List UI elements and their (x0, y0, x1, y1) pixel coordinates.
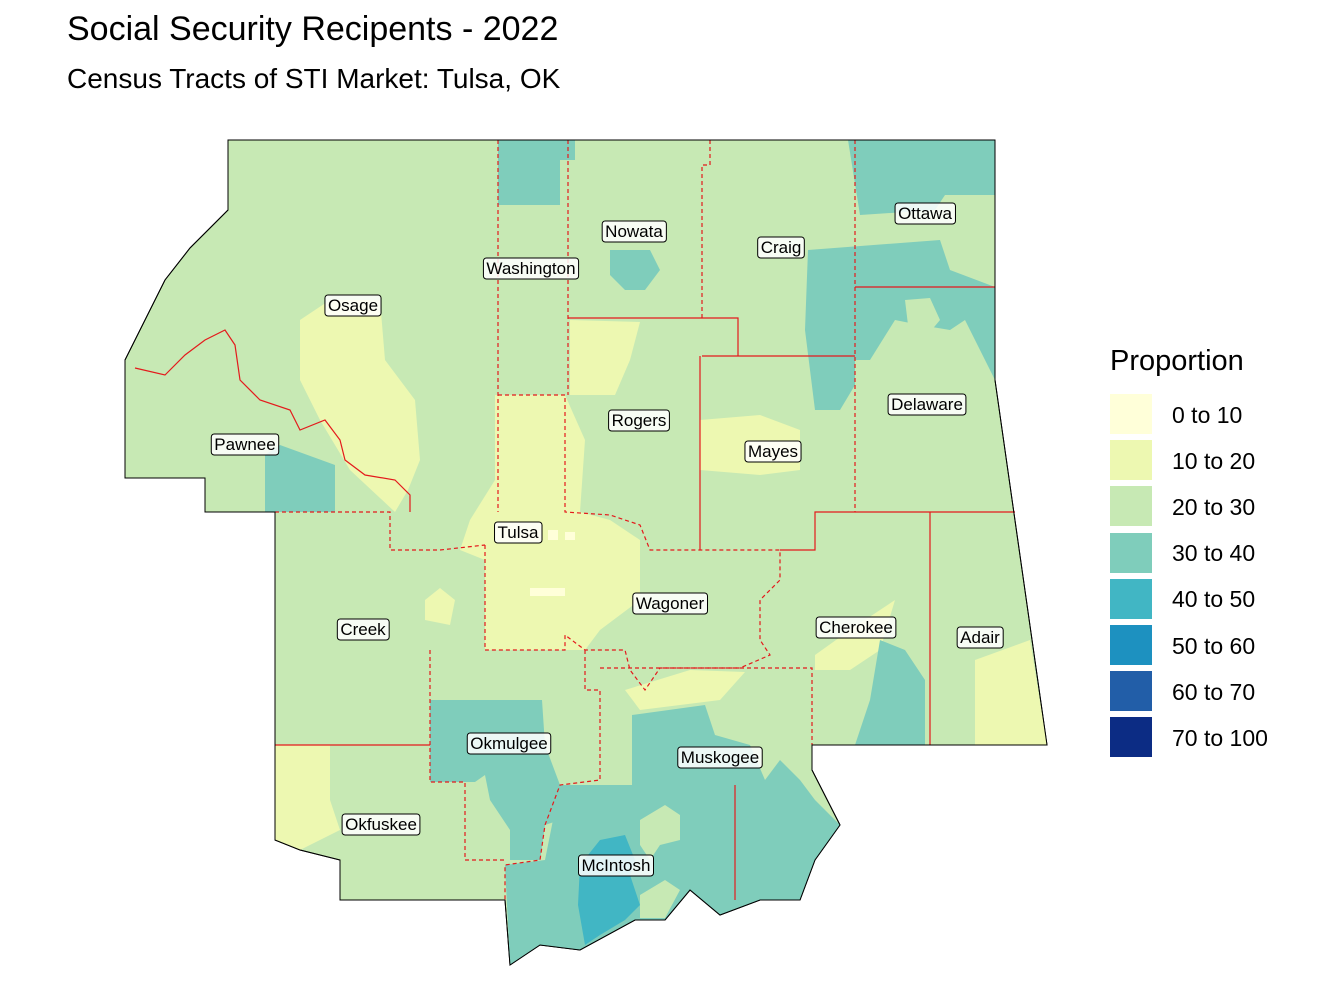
market-outline (124, 139, 1048, 966)
legend-swatch (1110, 532, 1152, 575)
county-name: McIntosh (582, 856, 651, 875)
legend-item: 50 to 60 (1110, 623, 1268, 669)
county-name: Creek (340, 620, 386, 639)
county-name: Tulsa (498, 523, 539, 542)
county-name: Adair (960, 628, 1000, 647)
legend-title: Proportion (1110, 345, 1244, 377)
county-labels: Osage Washington Nowata Craig Ottawa Pawnee Ro… (210, 202, 1004, 877)
legend-item: 10 to 20 (1110, 438, 1268, 484)
county-name: Nowata (605, 222, 663, 241)
legend-label: 10 to 20 (1172, 447, 1256, 474)
county-label-washington: Washington (482, 257, 580, 280)
county-label-cherokee: Cherokee (815, 616, 897, 639)
legend-label: 60 to 70 (1172, 678, 1256, 705)
county-name: Wagoner (636, 594, 705, 613)
county-label-okmulgee: Okmulgee (466, 732, 552, 755)
county-name: Ottawa (898, 204, 952, 223)
legend-item: 20 to 30 (1110, 484, 1268, 530)
county-label-pawnee: Pawnee (210, 433, 280, 456)
legend-swatch (1110, 440, 1152, 483)
county-name: Rogers (612, 411, 667, 430)
county-label-creek: Creek (336, 618, 390, 641)
county-label-ottawa: Ottawa (894, 202, 956, 225)
legend-item: 60 to 70 (1110, 669, 1268, 715)
tracts-20-to-30-patches (640, 298, 940, 918)
county-name: Okmulgee (470, 734, 547, 753)
county-name: Craig (761, 238, 802, 257)
tracts-0-to-10 (530, 530, 575, 596)
county-name: Mayes (748, 442, 798, 461)
county-name: Washington (486, 259, 575, 278)
county-label-osage: Osage (324, 294, 382, 317)
county-label-mcintosh: McIntosh (578, 854, 654, 877)
county-label-rogers: Rogers (608, 409, 670, 432)
legend-swatch (1110, 394, 1152, 437)
legend-item: 70 to 100 (1110, 715, 1268, 761)
legend-swatch (1110, 486, 1152, 529)
county-label-muskogee: Muskogee (677, 746, 763, 769)
legend-item: 40 to 50 (1110, 577, 1268, 623)
legend-swatch (1110, 717, 1152, 760)
legend-label: 50 to 60 (1172, 632, 1256, 659)
legend-items: 0 to 10 10 to 20 20 to 30 30 to 40 40 to 50 5… (1110, 392, 1268, 762)
legend-swatch (1110, 671, 1152, 714)
legend-label: 20 to 30 (1172, 493, 1256, 520)
legend-item: 30 to 40 (1110, 531, 1268, 577)
map-subtitle: Census Tracts of STI Market: Tulsa, OK (67, 63, 561, 94)
county-name: Okfuskee (345, 815, 417, 834)
county-label-craig: Craig (757, 236, 805, 259)
legend-label: 30 to 40 (1172, 540, 1256, 567)
map-title: Social Security Recipents - 2022 (67, 10, 559, 48)
county-label-mayes: Mayes (744, 440, 802, 463)
county-name: Cherokee (819, 618, 893, 637)
county-label-nowata: Nowata (601, 220, 667, 243)
county-label-wagoner: Wagoner (632, 592, 709, 615)
county-name: Osage (328, 296, 378, 315)
county-label-okfuskee: Okfuskee (341, 813, 421, 836)
county-label-adair: Adair (956, 626, 1004, 649)
legend-swatch (1110, 625, 1152, 668)
legend: Proportion 0 to 10 10 to 20 20 to 30 30 to … (1110, 345, 1268, 762)
legend-item: 0 to 10 (1110, 392, 1268, 438)
county-name: Muskogee (681, 748, 759, 767)
legend-swatch (1110, 578, 1152, 621)
county-label-delaware: Delaware (887, 393, 967, 416)
legend-label: 0 to 10 (1172, 401, 1243, 428)
county-label-tulsa: Tulsa (494, 521, 543, 544)
county-name: Delaware (891, 395, 963, 414)
county-name: Pawnee (214, 435, 275, 454)
legend-label: 40 to 50 (1172, 586, 1256, 613)
legend-label: 70 to 100 (1172, 724, 1268, 751)
county-boundaries (134, 140, 1015, 900)
